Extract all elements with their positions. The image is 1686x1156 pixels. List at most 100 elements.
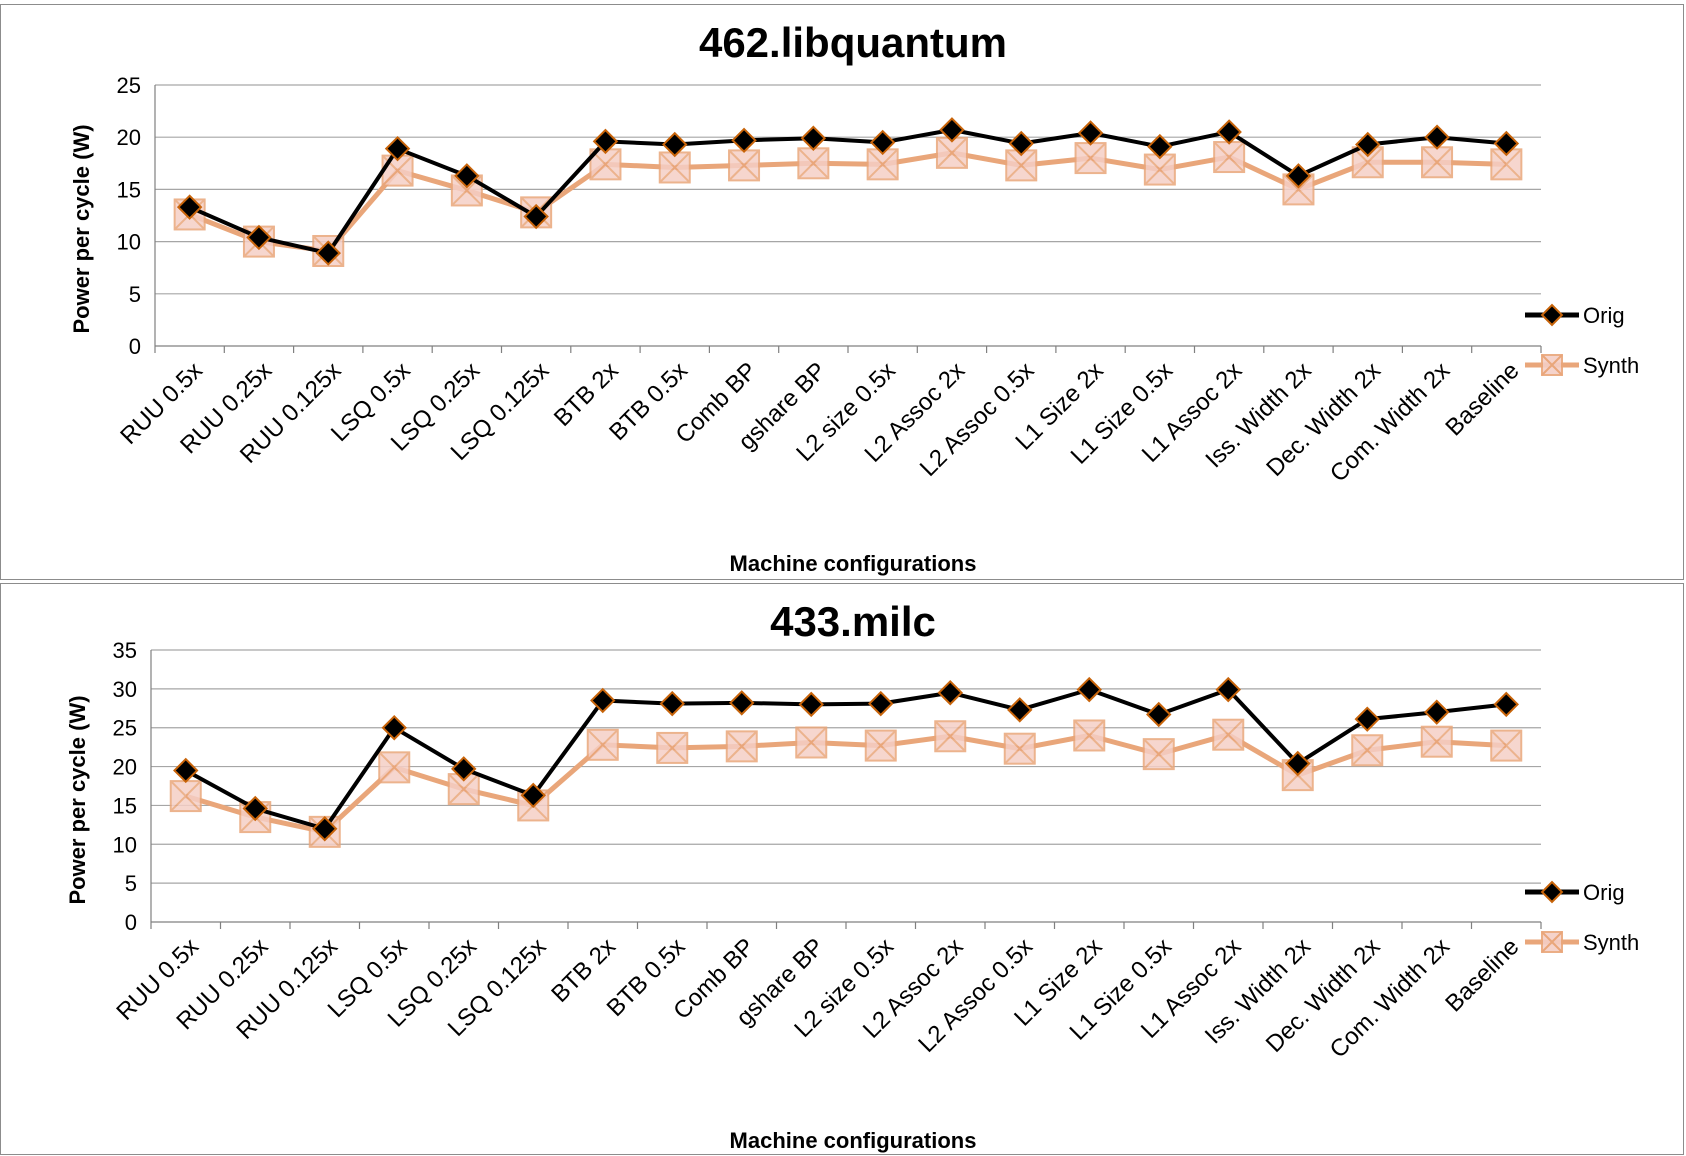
legend: Orig Synth [1525, 303, 1639, 378]
point-synth [1074, 142, 1107, 175]
point-synth [1490, 729, 1523, 762]
y-tick-label: 15 [117, 177, 141, 202]
point-orig [312, 816, 338, 842]
point-synth [1142, 738, 1175, 771]
point-orig [798, 691, 824, 718]
point-orig [869, 129, 896, 156]
chart-panel-milc: 433.milc Machine configurations Power pe… [0, 583, 1684, 1155]
point-orig [659, 690, 685, 717]
legend-synth-cross [1541, 354, 1563, 376]
y-tick-label: 35 [113, 638, 137, 663]
point-synth [864, 729, 897, 762]
y-tick-label: 15 [113, 793, 137, 818]
chart-milc: 433.milc Machine configurations Power pe… [65, 598, 1639, 1153]
point-orig [731, 127, 757, 154]
point-orig [937, 680, 963, 706]
point-orig [1493, 691, 1519, 718]
point-synth [1213, 141, 1246, 174]
point-synth [378, 751, 411, 784]
point-orig [1285, 163, 1312, 189]
x-tick-label: Com. Width 2x [1325, 357, 1455, 487]
point-synth [586, 728, 619, 761]
point-synth [1003, 732, 1036, 765]
point-orig [939, 117, 965, 143]
chart-title: 433.milc [770, 598, 936, 645]
point-synth [1421, 146, 1454, 179]
point-synth [1143, 153, 1176, 186]
point-synth [447, 773, 480, 806]
point-synth [795, 726, 828, 759]
point-synth [797, 147, 830, 180]
chart-libquantum: 462.libquantum Machine configurations Po… [69, 19, 1639, 576]
point-orig [1285, 750, 1311, 777]
y-tick-label: 5 [129, 282, 141, 307]
x-axis-label: Machine configurations [730, 551, 977, 576]
y-tick-label: 10 [117, 230, 141, 255]
y-axis-label: Power per cycle (W) [69, 124, 94, 333]
series-line-orig [188, 127, 1507, 256]
y-tick-label: 10 [113, 832, 137, 857]
point-orig [868, 690, 894, 717]
point-orig [1146, 701, 1172, 728]
chart-title: 462.libquantum [699, 19, 1007, 66]
point-orig [520, 782, 546, 809]
point-orig [1355, 131, 1381, 158]
y-tick-label: 25 [117, 73, 141, 98]
point-orig [381, 714, 407, 741]
point-orig [1007, 697, 1033, 723]
legend-orig-label: Orig [1583, 880, 1625, 905]
point-orig [1493, 130, 1520, 157]
y-tick-label: 0 [129, 334, 141, 359]
point-orig [454, 163, 480, 189]
chart-panel-libquantum: 462.libquantum Machine configurations Po… [0, 4, 1684, 580]
point-synth [728, 149, 761, 182]
x-tick-label: Baseline [1440, 933, 1524, 1017]
point-orig [1077, 120, 1104, 146]
point-orig [384, 135, 411, 162]
point-synth [935, 136, 968, 169]
point-synth [1073, 719, 1106, 752]
point-orig [1424, 699, 1450, 725]
point-orig [315, 240, 341, 266]
point-orig [1424, 124, 1450, 150]
point-synth [1351, 734, 1384, 767]
legend-synth-label: Synth [1583, 930, 1639, 955]
x-tick-label: Com. Width 2x [1325, 933, 1455, 1063]
point-orig [242, 795, 268, 822]
legend-orig-marker [1540, 880, 1564, 904]
y-tick-label: 20 [117, 125, 141, 150]
y-tick-label: 25 [113, 716, 137, 741]
legend-orig-marker [1540, 303, 1564, 327]
legend: Orig Synth [1525, 880, 1639, 955]
y-tick-label: 5 [125, 871, 137, 896]
legend-synth-label: Synth [1583, 353, 1639, 378]
legend-orig-label: Orig [1583, 303, 1625, 328]
y-tick-label: 20 [113, 755, 137, 780]
point-synth [658, 151, 691, 184]
point-orig [592, 128, 619, 155]
point-orig [590, 687, 616, 714]
point-synth [169, 780, 202, 813]
point-orig [1354, 706, 1380, 732]
point-orig [800, 125, 827, 151]
legend-synth-cross [1541, 931, 1563, 953]
point-synth [1212, 718, 1245, 751]
point-orig [1215, 676, 1241, 703]
point-orig [1008, 130, 1034, 157]
point-synth [725, 730, 758, 763]
point-orig [1076, 676, 1102, 703]
point-orig [1216, 119, 1242, 145]
x-axis-label: Machine configurations [730, 1128, 977, 1153]
point-orig [523, 203, 549, 230]
point-orig [451, 756, 477, 782]
point-synth [1420, 725, 1453, 758]
point-orig [1147, 133, 1173, 160]
point-orig [729, 690, 755, 716]
y-tick-label: 30 [113, 677, 137, 702]
point-synth [934, 720, 967, 753]
y-tick-label: 0 [125, 910, 137, 935]
series-line-orig [184, 687, 1507, 831]
point-orig [662, 131, 688, 158]
point-orig [246, 224, 272, 251]
point-synth [656, 731, 689, 764]
